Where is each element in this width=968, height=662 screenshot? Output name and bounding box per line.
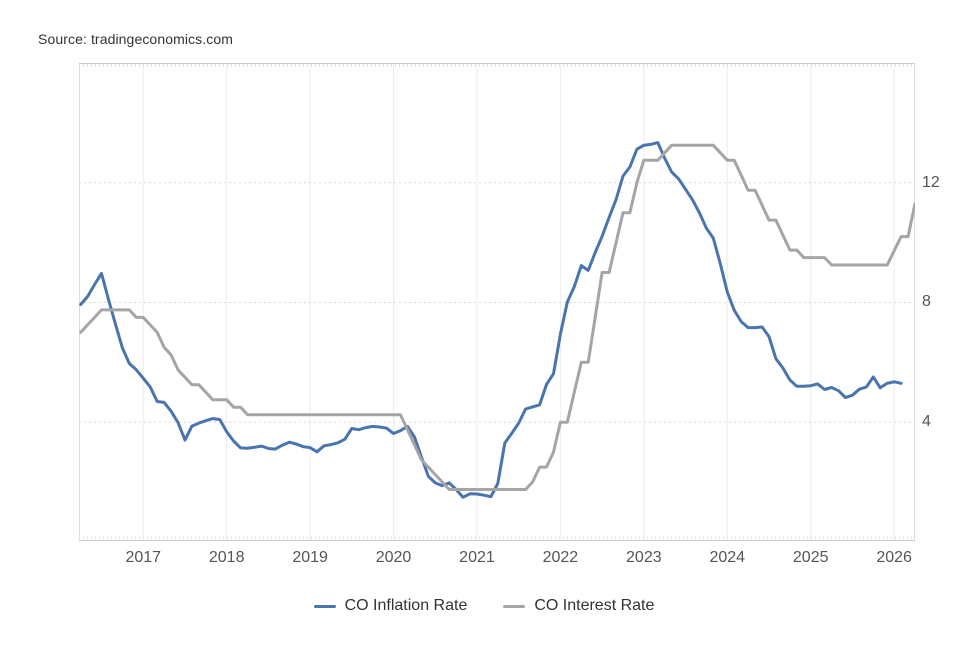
x-tick-label: 2019 (292, 549, 328, 566)
interest-line (79, 143, 915, 491)
x-tick-label: 2021 (459, 549, 495, 566)
y-tick-label: 12 (922, 173, 940, 191)
x-tick-label: 2026 (876, 549, 912, 566)
x-tick-label: 2022 (542, 549, 579, 566)
x-axis: 2017 2018 2019 2020 2021 2022 2023 2024 2025 2026 (0, 549, 968, 571)
source-label: Source: tradingeconomics.com (38, 31, 233, 47)
y-axis: 4 8 12 (922, 0, 968, 541)
x-tick-label: 2020 (375, 549, 412, 566)
x-tick-label: 2024 (709, 549, 746, 566)
x-tick-label: 2017 (125, 549, 162, 566)
x-tick-label: 2023 (626, 549, 662, 566)
legend-label: CO Inflation Rate (344, 597, 468, 614)
interest-legend-dash-icon (503, 604, 526, 608)
legend-item-inflation[interactable]: CO Inflation Rate (313, 597, 468, 615)
x-tick-label: 2018 (208, 549, 245, 566)
y-tick-label: 4 (922, 413, 931, 431)
legend-item-interest[interactable]: CO Interest Rate (503, 597, 654, 615)
inflation-line (79, 141, 903, 499)
chart-canvas (79, 63, 915, 541)
chart-legend: CO Inflation Rate CO Interest Rate (0, 597, 968, 615)
inflation-legend-dash-icon (313, 604, 336, 608)
plot-area[interactable] (79, 63, 915, 541)
x-tick-label: 2025 (792, 549, 829, 566)
legend-label: CO Interest Rate (534, 597, 655, 614)
y-tick-label: 8 (922, 293, 931, 311)
